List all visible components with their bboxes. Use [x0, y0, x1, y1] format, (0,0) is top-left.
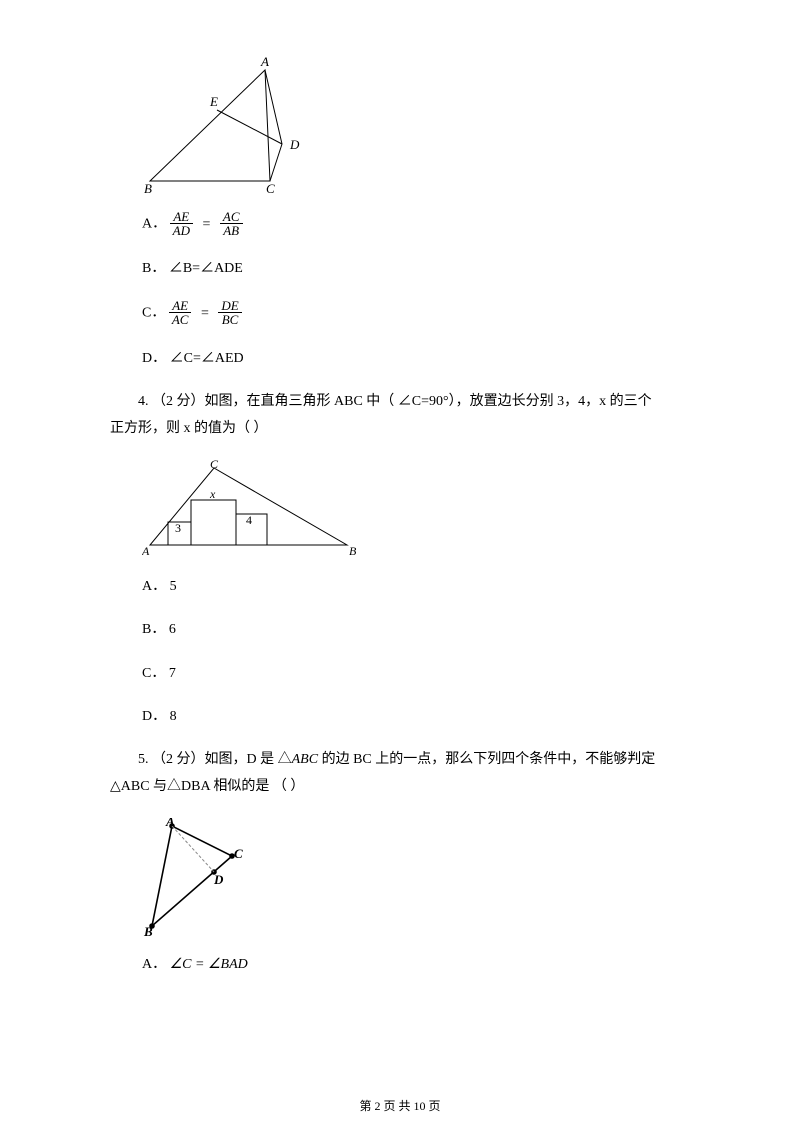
- q4-option-d: D． 8: [110, 704, 690, 729]
- q3-option-a: A． AE AD = AC AB: [110, 210, 690, 238]
- svg-text:E: E: [209, 94, 218, 109]
- svg-text:C: C: [210, 460, 219, 471]
- q3-option-b: B． ∠B=∠ADE: [110, 256, 690, 281]
- svg-text:A: A: [165, 818, 175, 829]
- q4-text: 4. （2 分）如图，在直角三角形 ABC 中（ ∠C=90°），放置边长分别 …: [110, 389, 690, 442]
- q4-figure: A B C 3 x 4: [142, 460, 690, 560]
- q4-option-c: C． 7: [110, 661, 690, 686]
- q3-figure: A E D B C: [142, 56, 690, 196]
- q5-part2: 的边 BC 上的一点，那么下列四个条件中，不能够判定: [318, 752, 655, 767]
- triangle-squares-diagram: A B C 3 x 4: [142, 460, 362, 560]
- q5-figure: A B C D: [142, 818, 690, 938]
- svg-text:A: A: [142, 544, 150, 558]
- option-prefix: A．: [142, 216, 166, 231]
- q5-line1: 5. （2 分）如图，D 是 △ABC 的边 BC 上的一点，那么下列四个条件中…: [110, 747, 690, 774]
- svg-text:D: D: [289, 137, 300, 152]
- equals: =: [202, 217, 210, 232]
- q5-abc: ABC: [292, 752, 318, 767]
- option-prefix: A．: [142, 957, 166, 972]
- page-footer: 第 2 页 共 10 页: [0, 1097, 800, 1114]
- q5-text: 5. （2 分）如图，D 是 △ABC 的边 BC 上的一点，那么下列四个条件中…: [110, 747, 690, 800]
- svg-text:C: C: [266, 181, 275, 196]
- svg-text:B: B: [349, 544, 357, 558]
- triangle-diagram-2: A B C D: [142, 818, 252, 938]
- q4-option-b: B． 6: [110, 617, 690, 642]
- svg-text:A: A: [260, 56, 269, 69]
- svg-text:4: 4: [246, 513, 252, 527]
- fraction-ae-ad: AE AD: [170, 210, 193, 238]
- svg-text:C: C: [234, 846, 243, 861]
- option-prefix: C．: [142, 306, 165, 321]
- fraction-de-bc: DE BC: [218, 299, 241, 327]
- q4-line1: 4. （2 分）如图，在直角三角形 ABC 中（ ∠C=90°），放置边长分别 …: [110, 389, 690, 416]
- triangle-diagram-1: A E D B C: [142, 56, 312, 196]
- q3-option-c: C． AE AC = DE BC: [110, 299, 690, 327]
- equals: =: [201, 306, 209, 321]
- option-math: ∠C = ∠BAD: [170, 957, 248, 972]
- svg-text:3: 3: [175, 521, 181, 535]
- page-content: A E D B C A． AE AD = AC AB B． ∠B=∠ADE C．…: [0, 0, 800, 1025]
- q5-part1: 5. （2 分）如图，D 是 △: [138, 752, 292, 767]
- fraction-ae-ac: AE AC: [169, 299, 192, 327]
- svg-text:B: B: [143, 924, 153, 938]
- svg-text:B: B: [144, 181, 152, 196]
- q4-line2: 正方形，则 x 的值为（ ）: [110, 416, 690, 443]
- q3-option-d: D． ∠C=∠AED: [110, 346, 690, 371]
- svg-text:x: x: [209, 487, 216, 501]
- q5-line2: △ABC 与△DBA 相似的是 （ ）: [110, 774, 690, 801]
- q5-option-a: A． ∠C = ∠BAD: [110, 952, 690, 977]
- svg-text:D: D: [213, 872, 224, 887]
- fraction-ac-ab: AC AB: [220, 210, 243, 238]
- q4-option-a: A． 5: [110, 574, 690, 599]
